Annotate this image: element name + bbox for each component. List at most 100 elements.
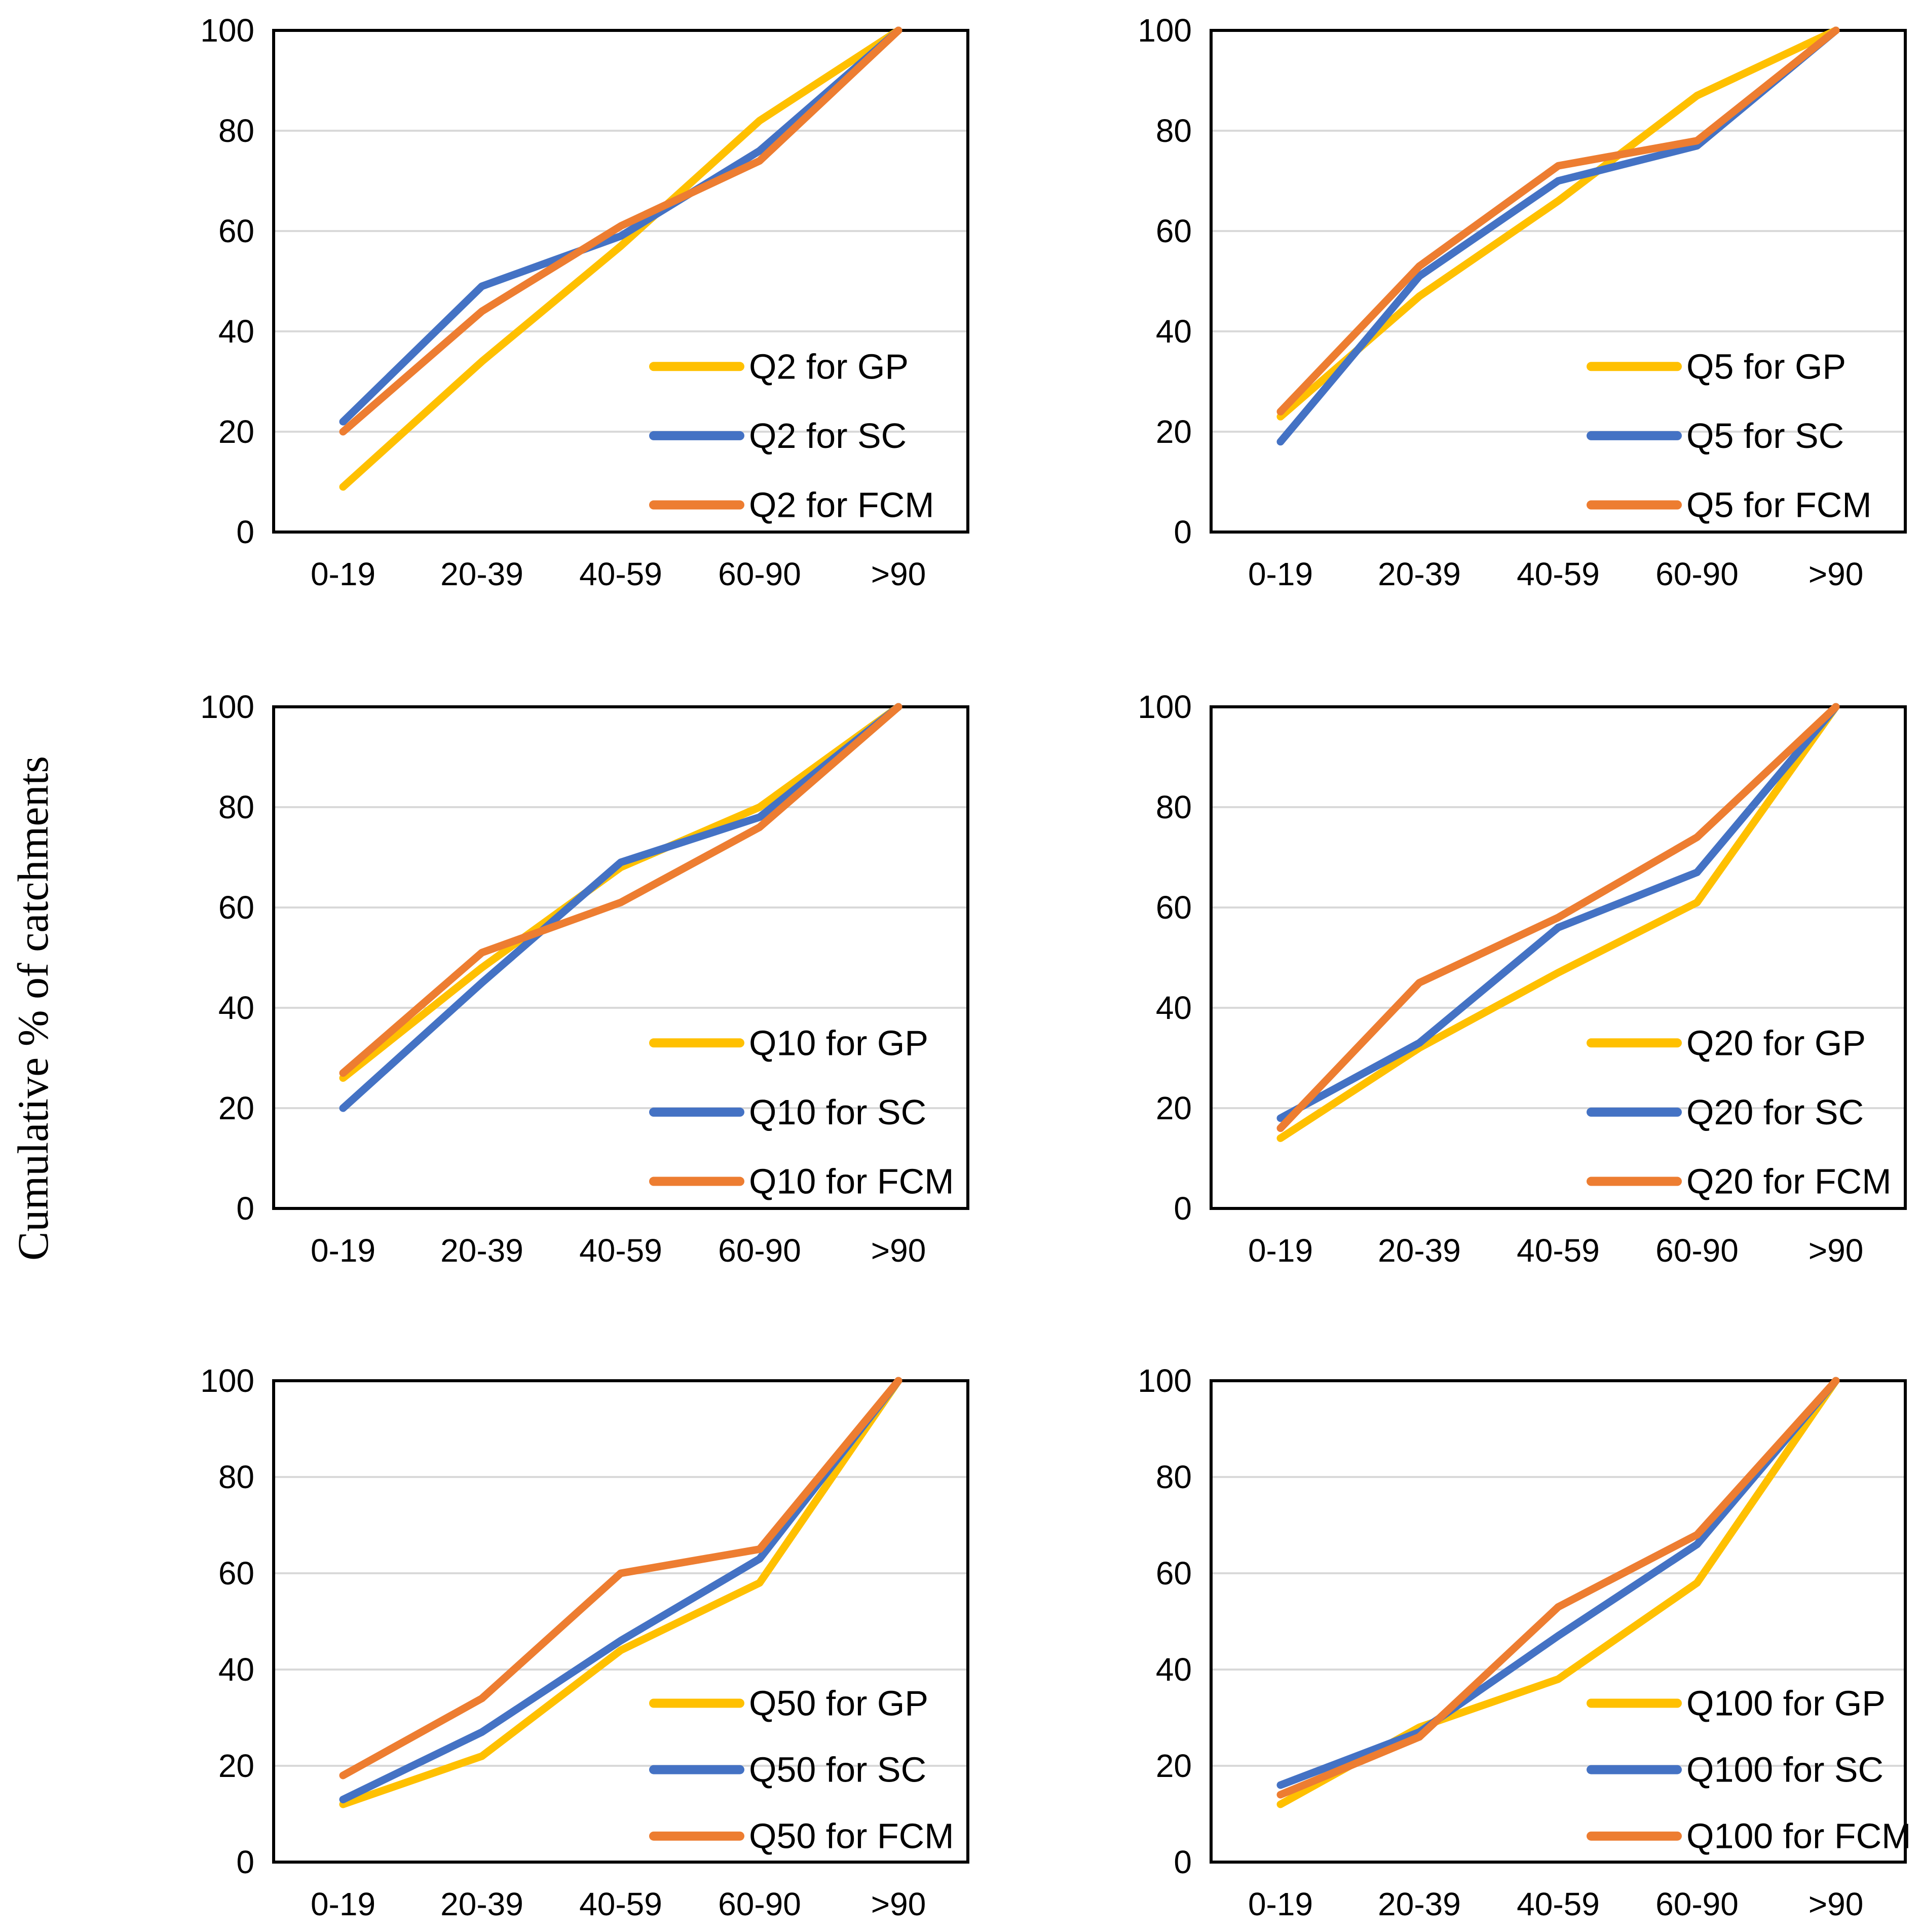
x-tick-label-1: 20-39 — [1378, 556, 1461, 592]
series-line-q5-fcm — [1276, 26, 1840, 415]
series-line-q50-fcm — [339, 1377, 902, 1779]
y-tick-label-40: 40 — [1156, 313, 1192, 350]
chart-panel-q10: 0 20 40 60 80 100 0-19 20-39 40-59 60-90 >90 Q10 fo… — [122, 676, 1008, 1310]
x-tick-label-4: >90 — [1809, 1886, 1864, 1922]
y-tick-label-100: 100 — [1138, 1362, 1192, 1399]
series-line-q20-fcm — [1276, 703, 1840, 1132]
y-tick-label-20: 20 — [1156, 1748, 1192, 1784]
y-tick-label-80: 80 — [1156, 112, 1192, 149]
plot-border — [272, 29, 969, 534]
series-line-q50-sc — [339, 1377, 902, 1803]
chart-panel-q100: 0 20 40 60 80 100 0-19 20-39 40-59 60-90 >90 Q100 f… — [1059, 1350, 1921, 1932]
legend-label-q5-gp: Q5 for GP — [1686, 347, 1846, 386]
plot-border — [1210, 29, 1907, 534]
plot-border — [272, 1379, 969, 1864]
legend-label-q10-gp: Q10 for GP — [749, 1023, 928, 1063]
series-line-q10-sc — [339, 703, 902, 1112]
x-tick-label-4: >90 — [1809, 1232, 1864, 1269]
chart-svg-q20: 0 20 40 60 80 100 0-19 20-39 40-59 60-90 >90 Q20 fo… — [1138, 689, 1907, 1269]
x-tick-label-2: 40-59 — [1517, 1232, 1600, 1269]
y-tick-label-20: 20 — [1156, 1090, 1192, 1126]
legend-label-q10-fcm: Q10 for FCM — [749, 1162, 954, 1201]
x-tick-label-1: 20-39 — [440, 556, 523, 592]
chart-svg-q10: 0 20 40 60 80 100 0-19 20-39 40-59 60-90 >90 Q10 fo… — [200, 689, 969, 1269]
x-tick-label-3: 60-90 — [718, 556, 801, 592]
x-tick-label-1: 20-39 — [440, 1232, 523, 1269]
series-line-q2-fcm — [339, 26, 902, 436]
x-tick-label-1: 20-39 — [1378, 1886, 1461, 1922]
y-tick-label-60: 60 — [1156, 1555, 1192, 1592]
legend-label-q2-sc: Q2 for SC — [749, 416, 907, 456]
legend-label-q5-sc: Q5 for SC — [1686, 416, 1844, 456]
y-tick-label-0: 0 — [236, 514, 254, 550]
x-tick-label-2: 40-59 — [579, 556, 662, 592]
x-tick-label-0: 0-19 — [311, 1232, 375, 1269]
legend-label-q20-sc: Q20 for SC — [1686, 1092, 1864, 1132]
series-line-q50-gp — [339, 1377, 902, 1808]
y-axis-title: Cumulative % of catchments — [9, 756, 57, 1261]
chart-svg-q100: 0 20 40 60 80 100 0-19 20-39 40-59 60-90 >90 Q100 f… — [1138, 1362, 1911, 1922]
y-tick-label-60: 60 — [1156, 213, 1192, 249]
chart-panel-q5: 0 20 40 60 80 100 0-19 20-39 40-59 60-90 >90 Q5 for… — [1059, 0, 1921, 633]
y-tick-label-80: 80 — [1156, 789, 1192, 825]
x-tick-label-4: >90 — [871, 1232, 926, 1269]
y-tick-label-100: 100 — [200, 1362, 254, 1399]
x-tick-label-0: 0-19 — [1248, 1232, 1313, 1269]
plot-border — [1210, 1379, 1907, 1864]
series-line-q10-fcm — [339, 703, 902, 1077]
x-tick-label-3: 60-90 — [1655, 1886, 1739, 1922]
y-tick-label-100: 100 — [1138, 12, 1192, 49]
series-line-q2-gp — [339, 26, 902, 491]
plot-border — [1210, 705, 1907, 1210]
legend-label-q5-fcm: Q5 for FCM — [1686, 485, 1872, 525]
series-line-q100-fcm — [1276, 1377, 1840, 1799]
y-tick-label-80: 80 — [218, 112, 254, 149]
y-tick-label-80: 80 — [218, 1459, 254, 1495]
legend-label-q20-fcm: Q20 for FCM — [1686, 1162, 1892, 1201]
x-tick-label-3: 60-90 — [718, 1886, 801, 1922]
x-tick-label-3: 60-90 — [1655, 1232, 1739, 1269]
x-tick-label-4: >90 — [871, 556, 926, 592]
y-tick-label-40: 40 — [218, 1651, 254, 1688]
y-tick-label-20: 20 — [218, 413, 254, 450]
y-tick-label-80: 80 — [1156, 1459, 1192, 1495]
legend-label-q50-gp: Q50 for GP — [749, 1684, 928, 1723]
legend-label-q2-gp: Q2 for GP — [749, 347, 909, 386]
chart-panel-q2: 0 20 40 60 80 100 0-19 20-39 40-59 60-90 >90 Q2 for… — [122, 0, 1008, 633]
chart-panel-q50: 0 20 40 60 80 100 0-19 20-39 40-59 60-90 >90 Q50 fo… — [122, 1350, 1008, 1932]
y-tick-label-0: 0 — [1174, 1190, 1192, 1227]
y-tick-label-0: 0 — [1174, 514, 1192, 550]
y-tick-label-60: 60 — [218, 213, 254, 249]
y-tick-label-20: 20 — [218, 1090, 254, 1126]
y-tick-label-20: 20 — [1156, 413, 1192, 450]
chart-panel-q20: 0 20 40 60 80 100 0-19 20-39 40-59 60-90 >90 Q20 fo… — [1059, 676, 1921, 1310]
y-tick-label-40: 40 — [1156, 1651, 1192, 1688]
x-tick-label-0: 0-19 — [311, 1886, 375, 1922]
x-tick-label-4: >90 — [1809, 556, 1864, 592]
series-line-q20-gp — [1276, 703, 1840, 1142]
legend-label-q100-fcm: Q100 for FCM — [1686, 1816, 1911, 1856]
x-tick-label-2: 40-59 — [579, 1886, 662, 1922]
legend-label-q10-sc: Q10 for SC — [749, 1092, 926, 1132]
x-tick-label-4: >90 — [871, 1886, 926, 1922]
x-tick-label-0: 0-19 — [311, 556, 375, 592]
y-tick-label-60: 60 — [218, 1555, 254, 1592]
legend-label-q100-sc: Q100 for SC — [1686, 1750, 1884, 1790]
x-tick-label-0: 0-19 — [1248, 1886, 1313, 1922]
series-line-q100-sc — [1276, 1377, 1840, 1789]
y-tick-label-40: 40 — [218, 990, 254, 1026]
y-tick-label-100: 100 — [200, 689, 254, 725]
series-line-q100-gp — [1276, 1377, 1840, 1808]
y-tick-label-20: 20 — [218, 1748, 254, 1784]
x-tick-label-2: 40-59 — [1517, 556, 1600, 592]
x-tick-label-2: 40-59 — [579, 1232, 662, 1269]
plot-border — [272, 705, 969, 1210]
legend-label-q100-gp: Q100 for GP — [1686, 1684, 1886, 1723]
legend-label-q20-gp: Q20 for GP — [1686, 1023, 1866, 1063]
y-tick-label-100: 100 — [1138, 689, 1192, 725]
chart-svg-q5: 0 20 40 60 80 100 0-19 20-39 40-59 60-90 >90 Q5 for… — [1138, 12, 1907, 592]
y-tick-label-80: 80 — [218, 789, 254, 825]
chart-svg-q50: 0 20 40 60 80 100 0-19 20-39 40-59 60-90 >90 Q50 fo… — [200, 1362, 969, 1922]
y-tick-label-0: 0 — [1174, 1844, 1192, 1880]
